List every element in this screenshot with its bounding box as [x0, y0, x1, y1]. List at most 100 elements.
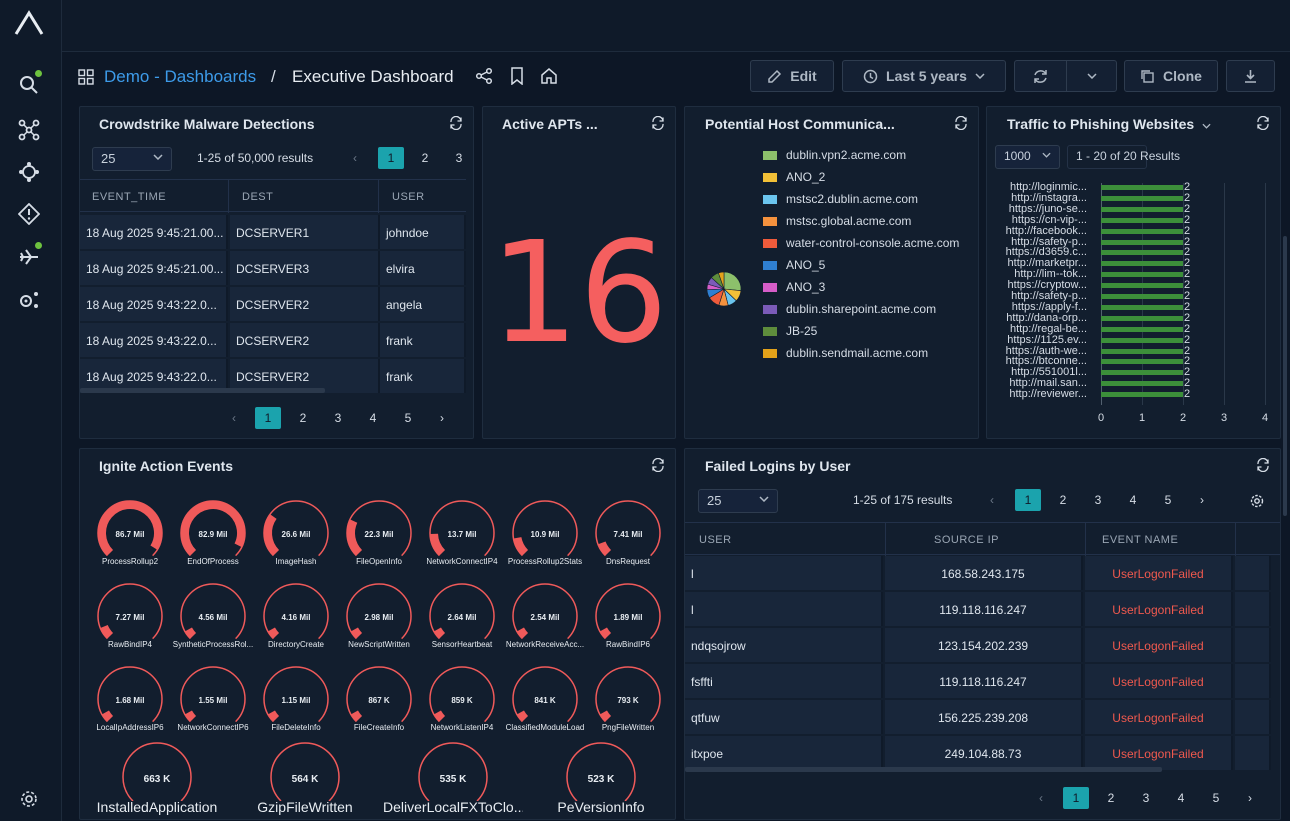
gauge[interactable]: 663 K InstalledApplication: [97, 741, 217, 819]
bar[interactable]: [1101, 326, 1183, 332]
prev-page-button[interactable]: ‹: [232, 411, 236, 425]
table-cell[interactable]: 18 Aug 2025 9:43:22.0...: [80, 323, 228, 357]
time-range-button[interactable]: Last 5 years: [842, 60, 1006, 92]
prev-page-button[interactable]: ‹: [990, 493, 994, 507]
refresh-icon[interactable]: [651, 116, 665, 130]
table-cell[interactable]: UserLogonFailed: [1085, 556, 1233, 590]
page-button[interactable]: 1: [1063, 787, 1089, 809]
edit-button[interactable]: Edit: [750, 60, 834, 92]
horizontal-scrollbar[interactable]: [685, 767, 1162, 772]
pie-slice[interactable]: [718, 271, 725, 290]
share-icon[interactable]: [475, 67, 493, 85]
page-button[interactable]: 5: [1212, 791, 1220, 805]
page-button[interactable]: 1: [378, 147, 404, 169]
download-button[interactable]: [1226, 60, 1275, 92]
gauge[interactable]: 1.15 Mil FileDeleteInfo: [256, 663, 336, 743]
page-button[interactable]: 4: [369, 411, 377, 425]
gauge[interactable]: 841 K ClassifiedModuleLoad: [505, 663, 585, 743]
page-button[interactable]: 4: [1177, 791, 1185, 805]
table-cell[interactable]: DCSERVER2: [230, 287, 380, 321]
table-cell[interactable]: 249.104.88.73: [885, 736, 1083, 770]
gauge[interactable]: 4.56 Mil SyntheticProcessRol...: [173, 580, 253, 660]
refresh-button[interactable]: [1014, 60, 1067, 92]
table-cell[interactable]: DCSERVER1: [230, 215, 380, 249]
bar[interactable]: [1101, 217, 1183, 223]
bar[interactable]: [1101, 392, 1183, 398]
gauge[interactable]: 82.9 Mil EndOfProcess: [173, 497, 253, 577]
legend-item[interactable]: dublin.sharepoint.acme.com: [763, 302, 936, 316]
gauge[interactable]: 1.55 Mil NetworkConnectIP6: [173, 663, 253, 743]
limit-select[interactable]: 1000: [995, 145, 1060, 169]
pie-slice[interactable]: [723, 271, 742, 291]
table-cell[interactable]: UserLogonFailed: [1085, 628, 1233, 662]
page-button[interactable]: 2: [1059, 493, 1067, 507]
table-cell[interactable]: johndoe: [380, 215, 466, 249]
gauge[interactable]: 2.98 Mil NewScriptWritten: [339, 580, 419, 660]
bar[interactable]: [1101, 337, 1183, 343]
table-cell[interactable]: elvira: [380, 251, 466, 285]
legend-item[interactable]: dublin.vpn2.acme.com: [763, 148, 906, 162]
legend-item[interactable]: JB-25: [763, 324, 817, 338]
page-button[interactable]: 2: [1107, 791, 1115, 805]
table-cell[interactable]: DCSERVER2: [230, 359, 380, 393]
refresh-icon[interactable]: [651, 458, 665, 472]
breadcrumb-dashboards-link[interactable]: Demo - Dashboards: [104, 67, 257, 86]
gauge[interactable]: 867 K FileCreateInfo: [339, 663, 419, 743]
gauge[interactable]: 86.7 Mil ProcessRollup2: [90, 497, 170, 577]
page-size-select[interactable]: 25: [698, 489, 778, 513]
legend-item[interactable]: dublin.sendmail.acme.com: [763, 346, 928, 360]
legend-item[interactable]: ANO_5: [763, 258, 825, 272]
gauge[interactable]: 2.54 Mil NetworkReceiveAcc...: [505, 580, 585, 660]
next-page-button[interactable]: ›: [440, 411, 444, 425]
bar[interactable]: [1101, 315, 1183, 321]
bar[interactable]: [1101, 239, 1183, 245]
bar[interactable]: [1101, 381, 1183, 387]
page-scrollbar[interactable]: [1283, 236, 1287, 516]
page-size-select[interactable]: 25: [92, 147, 172, 171]
gauge[interactable]: 22.3 Mil FileOpenInfo: [339, 497, 419, 577]
page-button[interactable]: 1: [1015, 489, 1041, 511]
bar[interactable]: [1101, 261, 1183, 267]
table-cell[interactable]: angela: [380, 287, 466, 321]
gear-icon[interactable]: [1250, 494, 1264, 508]
bar[interactable]: [1101, 272, 1183, 278]
home-icon[interactable]: [540, 67, 558, 85]
bar[interactable]: [1101, 228, 1183, 234]
refresh-options-button[interactable]: [1066, 60, 1117, 92]
page-button[interactable]: 2: [299, 411, 307, 425]
page-button[interactable]: 4: [1129, 493, 1137, 507]
column-header-user[interactable]: USER: [392, 191, 425, 203]
gauge[interactable]: 564 K GzipFileWritten: [257, 741, 353, 819]
page-button[interactable]: 5: [404, 411, 412, 425]
graph-nav-button[interactable]: [14, 115, 44, 145]
legend-item[interactable]: mstsc.global.acme.com: [763, 214, 911, 228]
table-cell[interactable]: 18 Aug 2025 9:43:22.0...: [80, 359, 228, 393]
table-cell[interactable]: 119.118.116.247: [885, 664, 1083, 698]
table-cell[interactable]: l: [685, 592, 883, 626]
column-header-user[interactable]: USER: [699, 534, 732, 546]
integrations-nav-button[interactable]: [14, 285, 44, 315]
table-cell[interactable]: 18 Aug 2025 9:43:22.0...: [80, 287, 228, 321]
bar[interactable]: [1101, 250, 1183, 256]
table-cell[interactable]: frank: [380, 359, 466, 393]
prev-page-button[interactable]: ‹: [353, 151, 357, 165]
gauge[interactable]: 26.6 Mil ImageHash: [256, 497, 336, 577]
table-cell[interactable]: DCSERVER3: [230, 251, 380, 285]
table-cell[interactable]: UserLogonFailed: [1085, 700, 1233, 734]
table-cell[interactable]: 18 Aug 2025 9:45:21.00...: [80, 251, 228, 285]
page-button[interactable]: 3: [1094, 493, 1102, 507]
pie-chart[interactable]: [706, 271, 742, 307]
next-page-button[interactable]: ›: [1248, 791, 1252, 805]
gauge[interactable]: 535 K DeliverLocalFXToClo...: [383, 741, 523, 819]
table-cell[interactable]: frank: [380, 323, 466, 357]
next-page-button[interactable]: ›: [1200, 493, 1204, 507]
gauge[interactable]: 13.7 Mil NetworkConnectIP4: [422, 497, 502, 577]
table-cell[interactable]: 156.225.239.208: [885, 700, 1083, 734]
legend-item[interactable]: water-control-console.acme.com: [763, 236, 959, 250]
refresh-icon[interactable]: [954, 116, 968, 130]
column-header-event-time[interactable]: EVENT_TIME: [92, 191, 167, 203]
gauge[interactable]: 7.27 Mil RawBindIP4: [90, 580, 170, 660]
search-nav-button[interactable]: [14, 70, 44, 100]
legend-item[interactable]: ANO_3: [763, 280, 825, 294]
table-cell[interactable]: qtfuw: [685, 700, 883, 734]
